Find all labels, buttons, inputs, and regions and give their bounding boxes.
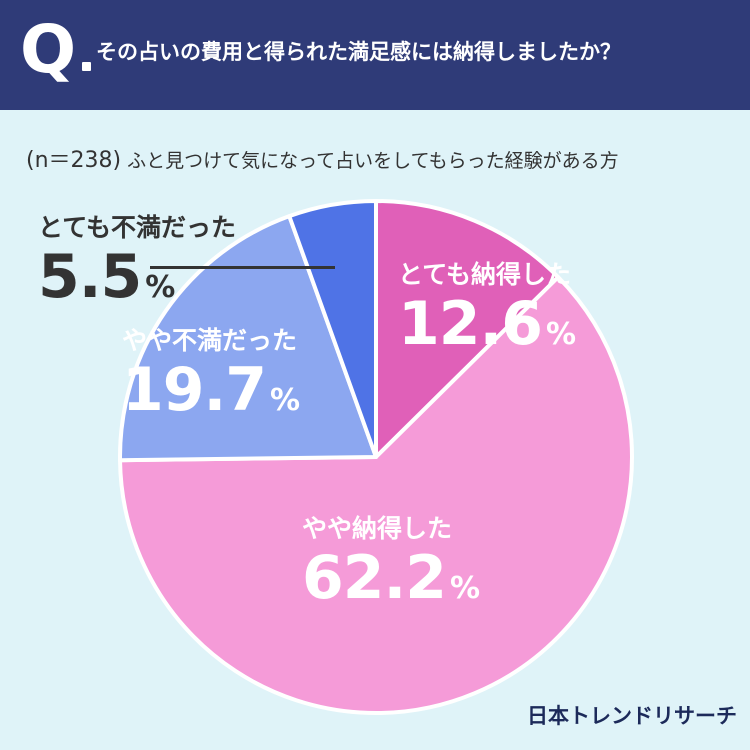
- percent-unit: %: [145, 270, 175, 305]
- label-somewhat-satisfied: やや納得した 62.2%: [302, 509, 480, 622]
- slice-label-very-dissatisfied: とても不満だった: [38, 213, 237, 242]
- slice-value-very-dissatisfied: 5.5: [38, 242, 142, 312]
- percent-unit: %: [270, 383, 300, 418]
- slice-somewhat-satisfied: [118, 275, 634, 715]
- slice-value-somewhat-satisfied: 62.2: [302, 543, 447, 613]
- slice-label-somewhat-dissatisfied: やや不満だった: [122, 326, 298, 355]
- slice-value-very-satisfied: 12.6: [398, 289, 543, 359]
- question-header: Q その占いの費用と得られた満足感には納得しましたか？: [0, 0, 750, 110]
- slice-value-somewhat-dissatisfied: 19.7: [122, 355, 267, 425]
- label-somewhat-dissatisfied: やや不満だった 19.7%: [122, 321, 300, 434]
- respondent-description: ふと見つけて気になって占いをしてもらった経験がある方: [127, 150, 619, 172]
- percent-unit: %: [546, 317, 576, 352]
- slice-label-somewhat-satisfied: やや納得した: [302, 514, 453, 543]
- q-mark-dot: [82, 62, 91, 71]
- slice-very-satisfied: [374, 199, 561, 459]
- brand-logo: 日本トレンドリサーチ: [527, 704, 737, 728]
- chart-subtitle: (n＝238) ふと見つけて気になって占いをしてもらった経験がある方: [26, 142, 619, 174]
- label-very-dissatisfied: とても不満だった 5.5%: [38, 208, 236, 321]
- leader-line: [150, 266, 335, 269]
- label-very-satisfied: とても納得した 12.6%: [398, 255, 576, 368]
- slice-label-very-satisfied: とても納得した: [398, 260, 572, 289]
- slice-somewhat-dissatisfied: [118, 214, 378, 463]
- percent-unit: %: [450, 571, 480, 606]
- sample-size: (n＝238): [26, 148, 122, 173]
- question-text: その占いの費用と得られた満足感には納得しましたか？: [96, 40, 621, 64]
- slice-very-dissatisfied: [287, 199, 378, 459]
- q-mark: Q: [20, 11, 77, 88]
